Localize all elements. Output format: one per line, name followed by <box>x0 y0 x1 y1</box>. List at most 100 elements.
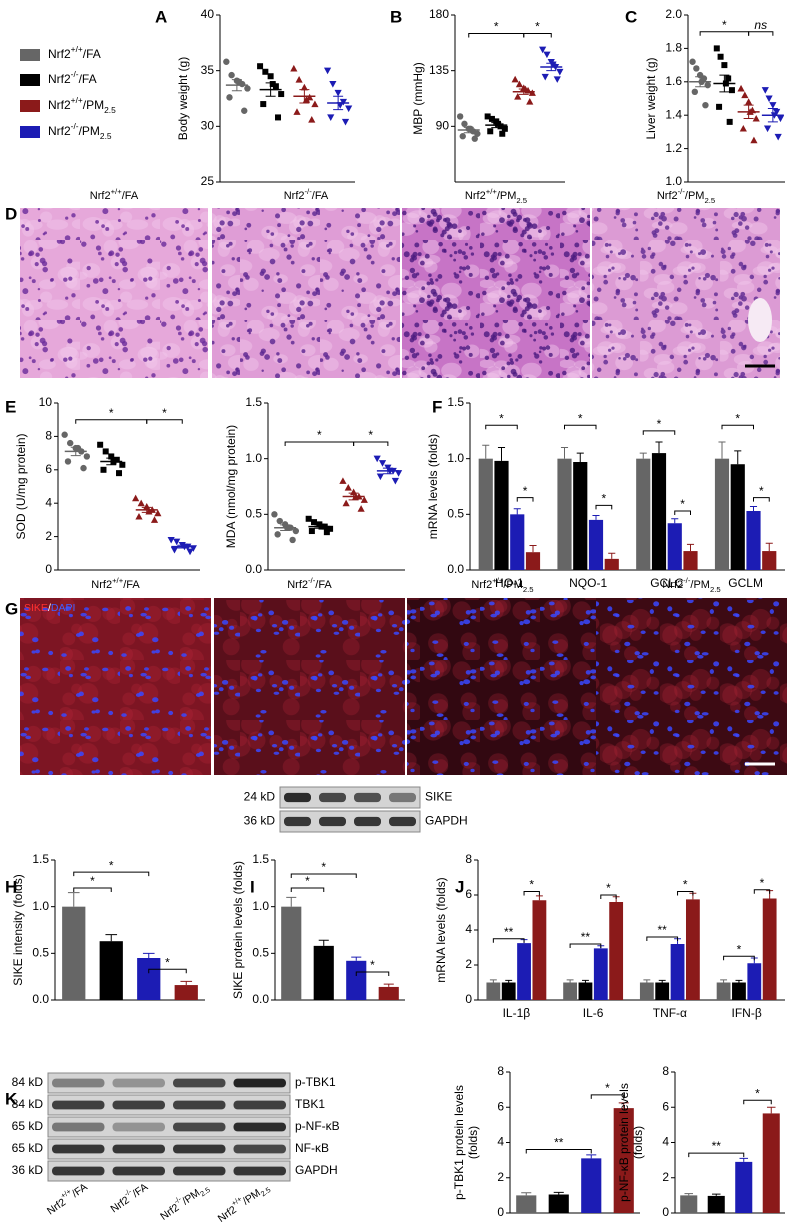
text-segment: /PM <box>180 1187 202 1208</box>
data-point <box>553 76 561 83</box>
blot-band <box>52 1100 105 1110</box>
data-point <box>761 87 769 94</box>
data-point <box>344 484 352 491</box>
text-segment: Nrf2 <box>657 190 678 202</box>
error-bar <box>671 518 679 524</box>
y-axis-label: mRNA levels (folds) <box>434 877 448 982</box>
y-tick-label: 2 <box>497 1170 504 1184</box>
error-bar <box>67 892 80 907</box>
error-bar <box>586 1154 597 1159</box>
y-tick-label: 1.2 <box>665 141 682 155</box>
data-point <box>137 499 145 507</box>
bar <box>639 982 654 1000</box>
text-segment: 2.5 <box>104 105 116 115</box>
bar <box>604 558 619 570</box>
text-segment: -/- <box>305 187 313 196</box>
vessel <box>748 298 772 342</box>
significance-label: * <box>162 406 167 420</box>
y-tick-label: 8 <box>45 429 52 443</box>
text-segment: +/+ <box>486 187 498 196</box>
blot-size: 24 kD <box>244 790 276 804</box>
data-point <box>721 62 728 69</box>
y-tick-label: 2 <box>662 1170 669 1184</box>
data-point <box>132 494 140 502</box>
data-point <box>357 505 365 512</box>
data-point <box>541 73 549 81</box>
bar <box>683 551 698 570</box>
blot-size: 84 kD <box>12 1075 44 1089</box>
error-bar <box>348 492 359 501</box>
significance-label: * <box>370 958 375 972</box>
image-title: Nrf2+/+/PM2.5 <box>471 576 533 594</box>
blot-strip <box>47 1116 291 1138</box>
data-point <box>773 108 781 116</box>
data-point <box>737 84 745 92</box>
lane-label: Nrf2+/+/FA <box>43 1178 90 1217</box>
data-point <box>556 68 564 76</box>
blot-band <box>319 816 346 827</box>
blot-band <box>233 1078 286 1088</box>
significance-bracket <box>73 871 150 877</box>
data-point <box>80 464 87 472</box>
error-bar <box>655 441 663 454</box>
error-bar <box>482 444 490 459</box>
y-tick-label: 6 <box>497 1099 504 1113</box>
data-point <box>704 81 711 89</box>
blot-band <box>233 1166 286 1176</box>
x-tick-label: TNF-α <box>653 1006 687 1020</box>
bar <box>517 943 531 1000</box>
text-segment: -/- <box>678 187 686 196</box>
error-bar <box>686 543 695 552</box>
data-point <box>260 101 267 108</box>
significance-bracket <box>642 430 676 435</box>
data-point <box>526 97 534 105</box>
blot-protein: GAPDH <box>425 814 468 828</box>
y-tick-label: 135 <box>429 63 449 77</box>
panel-letter: B <box>390 7 402 26</box>
y-tick-label: 0.0 <box>32 992 49 1006</box>
y-tick-label: 1.0 <box>447 451 464 465</box>
data-point <box>300 83 308 91</box>
significance-bracket <box>674 510 691 515</box>
blot-band <box>173 1144 226 1154</box>
data-point <box>373 455 381 463</box>
error-bar <box>180 980 193 986</box>
significance-label: * <box>657 417 662 431</box>
significance-bracket <box>600 894 617 899</box>
error-bar <box>333 95 344 111</box>
error-bar <box>749 506 758 511</box>
significance-bracket <box>468 33 525 38</box>
bar <box>730 464 745 570</box>
data-point <box>292 527 300 535</box>
error-bar <box>280 524 291 531</box>
image-title: Nrf2+/+/FA <box>90 187 139 202</box>
data-point <box>311 100 319 108</box>
blot-band <box>389 792 416 803</box>
y-tick-label: 40 <box>201 7 215 21</box>
y-axis-label: MDA (nmol/mg protein) <box>224 425 238 548</box>
panel-letter: H <box>5 877 17 896</box>
data-point <box>334 89 342 97</box>
bar <box>578 982 593 1000</box>
data-point <box>763 125 772 133</box>
bar <box>746 510 761 570</box>
panel-letter: J <box>455 877 464 896</box>
text-segment: +/+ <box>492 576 504 585</box>
histology-image <box>20 208 208 378</box>
significance-label: * <box>494 20 499 34</box>
significance-label: * <box>606 881 611 895</box>
significance-bracket <box>353 441 389 446</box>
data-point <box>100 466 107 473</box>
error-bar <box>70 446 81 457</box>
text-segment: /PM <box>497 190 517 202</box>
data-point <box>745 98 753 105</box>
data-point <box>726 118 733 125</box>
data-point <box>228 71 235 79</box>
error-bar <box>299 89 310 104</box>
significance-bracket <box>355 971 390 976</box>
legend-swatch <box>20 126 40 138</box>
y-tick-label: 4 <box>465 922 472 936</box>
bar <box>174 985 198 1000</box>
data-point <box>456 113 464 120</box>
